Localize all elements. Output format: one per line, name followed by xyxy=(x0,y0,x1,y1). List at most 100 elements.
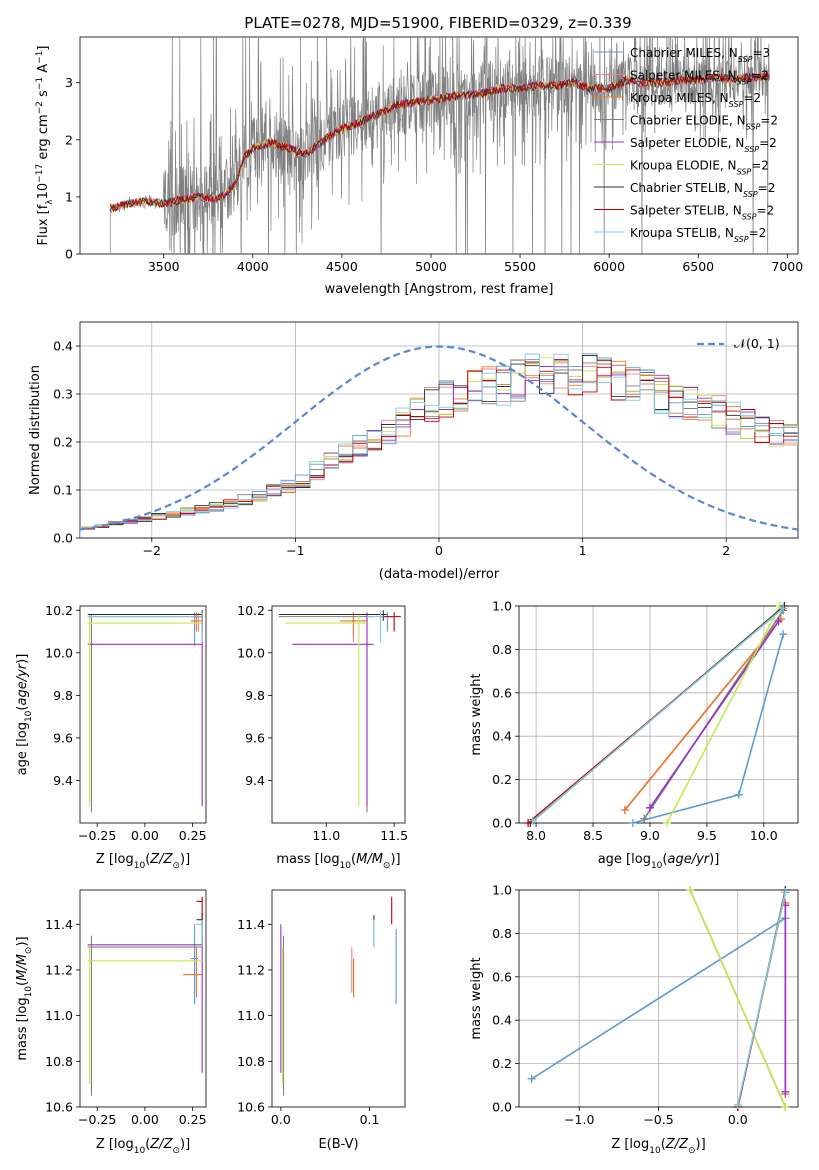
label-part: )] xyxy=(15,936,30,946)
label-part: ( xyxy=(145,1137,150,1152)
y-tick-label: 11.0 xyxy=(237,1008,265,1023)
mass-vs-Z-ylabel: mass [log10(M/M⊙)] xyxy=(15,936,34,1060)
y-tick-label: 0.4 xyxy=(492,1013,512,1028)
label-part: 10 xyxy=(134,861,146,871)
x-tick-label: 6500 xyxy=(682,259,714,274)
x-tick-label: 3500 xyxy=(148,259,180,274)
axes-frame xyxy=(79,605,207,824)
series-line-kroupa_stelib xyxy=(532,607,784,822)
legend-suffix: =2 xyxy=(758,181,776,195)
x-tick-label: 0.00 xyxy=(131,828,159,843)
legend-sub: SSP xyxy=(738,55,753,64)
legend-suffix: =2 xyxy=(749,226,767,240)
x-tick-label: 0.00 xyxy=(131,1112,159,1127)
label-part: ( xyxy=(15,706,30,711)
x-tick-label: −1 xyxy=(286,543,304,558)
label-part: age [log xyxy=(15,722,30,775)
hist-chabrier_stelib xyxy=(80,355,798,538)
y-tick-label: 3 xyxy=(65,75,73,90)
series-marker xyxy=(733,1100,742,1109)
series-marker xyxy=(528,816,537,825)
label-part: M/M xyxy=(356,852,383,867)
label-part: 10 xyxy=(340,861,352,871)
legend-text: Kroupa ELODIE, N xyxy=(630,159,737,173)
y-tick-label: 10.8 xyxy=(45,1054,73,1069)
label-part: ⊙ xyxy=(172,861,180,871)
mw-Z-xlabel: Z [log10(Z/Z⊙)] xyxy=(611,1137,705,1156)
x-tick-label: 9.0 xyxy=(640,828,660,843)
label-part: 10 xyxy=(24,986,34,998)
x-tick-label: 4500 xyxy=(326,259,358,274)
y-tick-label: 0.6 xyxy=(492,969,512,984)
label-part: ] xyxy=(36,46,51,51)
residuals-axes: −2 −1 0 1 2 0.0 0.1 0.2 0.3 0.4 xyxy=(53,321,799,558)
label-part: Flux [f xyxy=(36,204,51,245)
label-part: Z [log xyxy=(96,1137,134,1152)
y-tick-label: 0.1 xyxy=(53,483,73,498)
y-tick-label: 0.2 xyxy=(492,1056,512,1071)
legend-suffix: =2 xyxy=(760,114,778,128)
legend-text: Chabrier MILES, N xyxy=(630,46,738,60)
y-tick-label: 1.0 xyxy=(492,599,512,614)
legend-sub: SSP xyxy=(737,77,752,86)
legend-label: Chabrier ELODIE, NSSP=2 xyxy=(630,114,778,132)
legend-label: Kroupa STELIB, NSSP=2 xyxy=(630,226,766,244)
y-tick-label: 11.4 xyxy=(237,917,265,932)
label-part: ⊙ xyxy=(24,947,34,955)
y-tick-label: 0.0 xyxy=(53,531,73,546)
x-tick-label: 0 xyxy=(435,543,443,558)
x-tick-label: 0.0 xyxy=(271,1112,291,1127)
legend-suffix: =2 xyxy=(759,136,777,150)
label-part: Z/Z xyxy=(149,1137,173,1152)
label-part: 10 xyxy=(651,861,663,871)
label-part: s xyxy=(36,90,51,101)
y-tick-label: 0 xyxy=(65,247,73,262)
series-marker xyxy=(781,1087,790,1096)
y-tick-label: 0.0 xyxy=(492,1100,512,1115)
mw-Z-ylabel: mass weight xyxy=(469,957,484,1039)
data-spectrum xyxy=(109,37,770,254)
axes-frame xyxy=(271,889,406,1108)
series-marker xyxy=(645,803,654,812)
legend-text: Kroupa STELIB, N xyxy=(630,226,734,240)
hist-salpeter_stelib xyxy=(80,358,798,538)
x-tick-label: 4000 xyxy=(237,259,269,274)
age_vs_Z-axes: −0.25 0.00 0.25 9.4 9.6 9.8 10.0 10.2 xyxy=(45,603,206,843)
series-line-kroupa_elodie xyxy=(689,889,787,1108)
legend-label: Kroupa ELODIE, NSSP=2 xyxy=(630,159,769,177)
spectrum-xlabel: wavelength [Angstrom, rest frame] xyxy=(325,282,554,297)
series-marker xyxy=(640,814,649,823)
age-vs-Z-xlabel: Z [log10(Z/Z⊙)] xyxy=(96,852,190,871)
mass_vs_ebv-axes: 0.0 0.1 10.6 10.8 11.0 11.2 11.4 xyxy=(237,889,406,1127)
legend-text: Chabrier STELIB, N xyxy=(630,181,743,195)
y-tick-label: 0.2 xyxy=(492,772,512,787)
series-line-chabrier_miles xyxy=(632,633,784,824)
y-tick-label: 9.4 xyxy=(53,773,73,788)
age_vs_mass-axes: 11.0 11.5 9.4 9.6 9.8 10.0 10.2 xyxy=(237,603,408,843)
label-part: λ xyxy=(45,199,55,205)
y-tick-label: 1.0 xyxy=(492,883,512,898)
x-tick-label: 1 xyxy=(579,543,587,558)
y-tick-label: 10.2 xyxy=(237,603,265,618)
x-tick-label: 11.0 xyxy=(312,828,340,843)
y-tick-label: 10.0 xyxy=(237,645,265,660)
axes-frame xyxy=(518,605,799,824)
x-tick-label: 11.5 xyxy=(380,828,408,843)
hist-kroupa_stelib xyxy=(80,353,798,538)
x-tick-label: 0.25 xyxy=(179,1112,207,1127)
spectrum-ylabel: Flux [fλ10−17 erg cm−2 s−1 A−1] xyxy=(35,46,55,246)
label-part: mass [log xyxy=(276,852,339,867)
legend-label: Kroupa MILES, NSSP=2 xyxy=(630,91,761,109)
y-tick-label: 0.6 xyxy=(492,685,512,700)
series-marker xyxy=(781,1103,790,1111)
age-vs-Z-ylabel: age [log10(age/yr)] xyxy=(15,654,34,776)
series-marker xyxy=(774,617,783,626)
hist-salpeter_miles xyxy=(80,365,798,538)
legend-suffix: =2 xyxy=(751,69,769,83)
legend-sub: SSP xyxy=(729,100,744,109)
label-part: age [log xyxy=(598,852,651,867)
x-tick-label: 10.0 xyxy=(750,828,778,843)
label-part: ⊙ xyxy=(383,861,391,871)
